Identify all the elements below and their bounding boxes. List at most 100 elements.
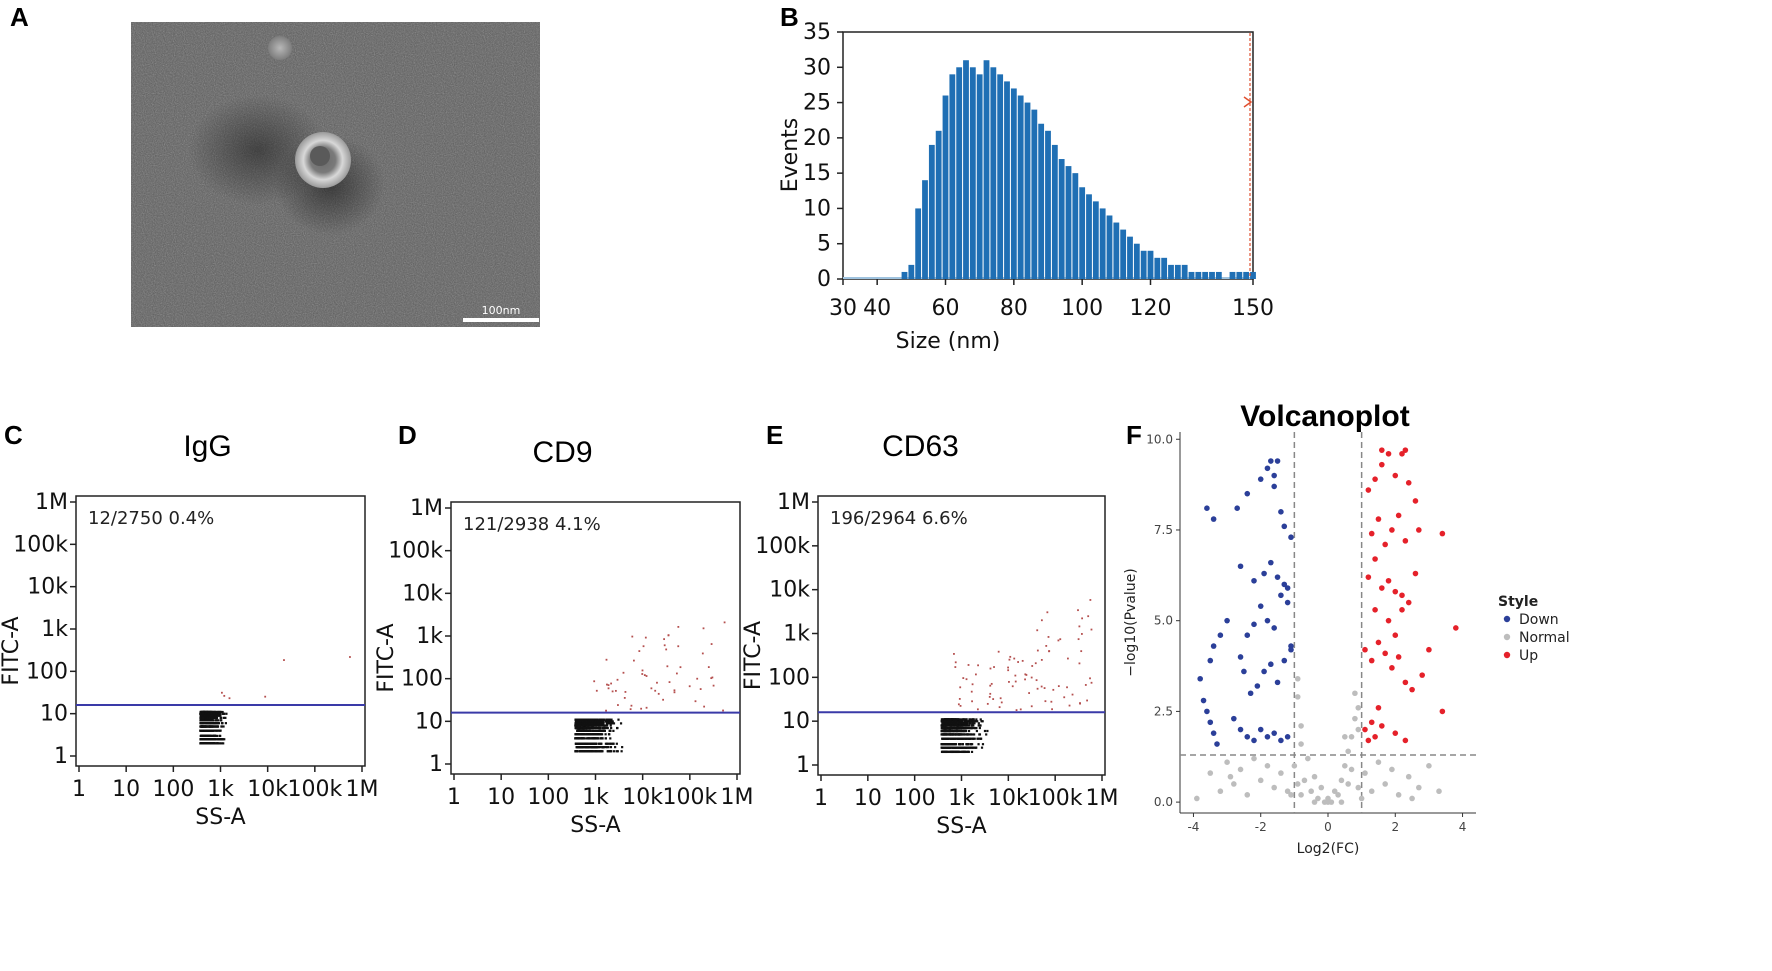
event-dot xyxy=(206,729,209,732)
event-dot xyxy=(593,722,596,725)
event-dot xyxy=(221,710,224,714)
positive-event-dot xyxy=(1014,674,1017,677)
positive-event-dot xyxy=(645,706,648,709)
event-dot xyxy=(593,726,596,730)
positive-event-dot xyxy=(699,688,702,690)
event-dot xyxy=(579,718,582,721)
event-dot xyxy=(592,737,595,740)
positive-event-dot xyxy=(1034,662,1037,665)
event-dot xyxy=(204,712,208,715)
y-tick-label: 10 xyxy=(415,709,443,734)
event-dot xyxy=(950,724,954,727)
histogram-bar xyxy=(1154,257,1161,279)
event-dot xyxy=(612,729,615,732)
event-dot xyxy=(582,724,585,727)
event-dot xyxy=(206,710,209,714)
positive-event-dot xyxy=(1059,638,1062,641)
event-dot xyxy=(971,722,974,725)
positive-event-dot xyxy=(1068,704,1071,707)
event-dot xyxy=(949,718,953,721)
event-dot xyxy=(598,726,601,730)
x-tick-label: 100k xyxy=(1028,786,1083,811)
event-dot xyxy=(959,726,962,730)
event-dot xyxy=(616,726,619,730)
positive-event-dot xyxy=(703,705,706,708)
event-dot xyxy=(593,737,596,740)
event-dot xyxy=(941,733,944,736)
event-dot xyxy=(976,720,979,723)
x-tick-label: 1k xyxy=(207,777,234,802)
gate-annotation: 196/2964 6.6% xyxy=(830,508,968,529)
y-tick-label: 2.5 xyxy=(1154,704,1173,718)
scale-bar xyxy=(463,318,539,322)
positive-event-dot xyxy=(711,676,714,679)
event-dot xyxy=(595,726,598,730)
histogram-bar xyxy=(1168,264,1174,279)
normal-point xyxy=(1207,770,1214,776)
event-dot xyxy=(960,718,964,721)
positive-event-dot xyxy=(624,691,627,693)
event-dot xyxy=(586,722,589,725)
event-dot xyxy=(975,729,978,733)
event-dot xyxy=(213,710,217,714)
positive-event-dot xyxy=(990,682,993,685)
event-dot xyxy=(581,722,584,725)
positive-event-dot xyxy=(1078,625,1081,628)
normal-point xyxy=(1355,704,1362,711)
positive-event-dot xyxy=(1079,702,1081,704)
positive-event-dot xyxy=(616,678,619,681)
event-dot xyxy=(943,724,946,727)
y-tick-label: 1 xyxy=(796,753,810,778)
event-dot xyxy=(604,720,607,723)
event-dot xyxy=(968,746,972,749)
event-dot xyxy=(966,733,969,736)
event-dot xyxy=(959,720,962,723)
event-dot xyxy=(615,742,618,745)
event-dot xyxy=(959,729,963,733)
event-dot xyxy=(942,726,945,730)
x-tick-label: 10k xyxy=(247,777,288,802)
positive-event-dot xyxy=(633,659,635,662)
x-tick-label: 60 xyxy=(932,296,960,321)
event-dot xyxy=(605,726,608,730)
histogram-bar xyxy=(997,74,1004,279)
down-point xyxy=(1204,505,1210,512)
y-tick-label: 35 xyxy=(803,20,831,45)
normal-point xyxy=(1217,788,1224,795)
event-dot xyxy=(986,729,989,733)
event-dot xyxy=(961,726,964,730)
event-dot xyxy=(210,716,213,719)
positive-event-dot xyxy=(1050,700,1053,703)
event-dot xyxy=(217,722,221,725)
histogram-bar xyxy=(1099,208,1106,279)
event-dot xyxy=(948,722,951,725)
event-dot xyxy=(210,712,213,715)
event-dot xyxy=(200,714,203,717)
event-dot xyxy=(209,725,212,728)
event-dot xyxy=(951,720,954,723)
event-dot xyxy=(202,719,205,722)
x-tick-label: 1k xyxy=(948,786,975,811)
event-dot xyxy=(217,719,220,722)
event-dot xyxy=(590,722,594,725)
positive-event-dot xyxy=(1040,619,1043,622)
normal-point xyxy=(1348,766,1355,773)
event-dot xyxy=(211,719,214,722)
event-dot xyxy=(951,718,954,721)
positive-event-dot xyxy=(1014,680,1017,683)
event-dot xyxy=(953,720,956,723)
event-dot xyxy=(608,733,611,736)
event-dot xyxy=(608,729,612,732)
event-dot xyxy=(575,742,578,745)
positive-event-dot xyxy=(1048,650,1051,652)
event-dot xyxy=(581,746,584,749)
event-dot xyxy=(216,738,219,741)
event-dot xyxy=(950,733,953,736)
event-dot xyxy=(978,733,981,736)
histogram-bar xyxy=(1202,271,1209,279)
up-point xyxy=(1399,607,1405,613)
legend-label: Normal xyxy=(1519,630,1570,646)
event-dot xyxy=(200,716,203,719)
event-dot xyxy=(953,733,956,736)
event-dot xyxy=(574,722,577,725)
